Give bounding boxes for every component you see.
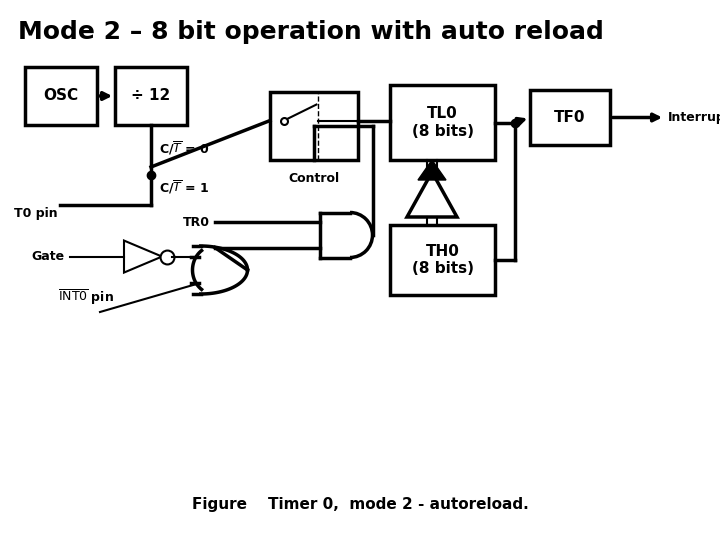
Polygon shape [418,160,446,180]
Text: Interrupt: Interrupt [668,111,720,124]
Text: T0 pin: T0 pin [14,207,58,220]
Text: Gate: Gate [32,250,65,263]
Bar [390,85,495,160]
Bar [25,67,97,125]
Bar [115,67,187,125]
Text: Mode 2 – 8 bit operation with auto reload: Mode 2 – 8 bit operation with auto reloa… [18,20,604,44]
Text: Figure    Timer 0,  mode 2 - autoreload.: Figure Timer 0, mode 2 - autoreload. [192,497,528,512]
Text: TH0
(8 bits): TH0 (8 bits) [412,244,474,276]
Text: C/$\overline{T}$ = 0: C/$\overline{T}$ = 0 [159,140,210,157]
Text: C/$\overline{T}$ = 1: C/$\overline{T}$ = 1 [159,179,210,196]
Text: Control: Control [289,172,340,185]
Text: TL0
(8 bits): TL0 (8 bits) [412,106,474,139]
Bar [530,90,610,145]
Text: TF0: TF0 [554,110,586,125]
Bar [270,92,358,160]
Text: OSC: OSC [43,89,78,104]
Text: TR0: TR0 [183,216,210,229]
Text: ÷ 12: ÷ 12 [131,89,171,104]
Bar [390,225,495,295]
Text: $\overline{\mathrm{INT0}}$ pin: $\overline{\mathrm{INT0}}$ pin [58,287,114,307]
